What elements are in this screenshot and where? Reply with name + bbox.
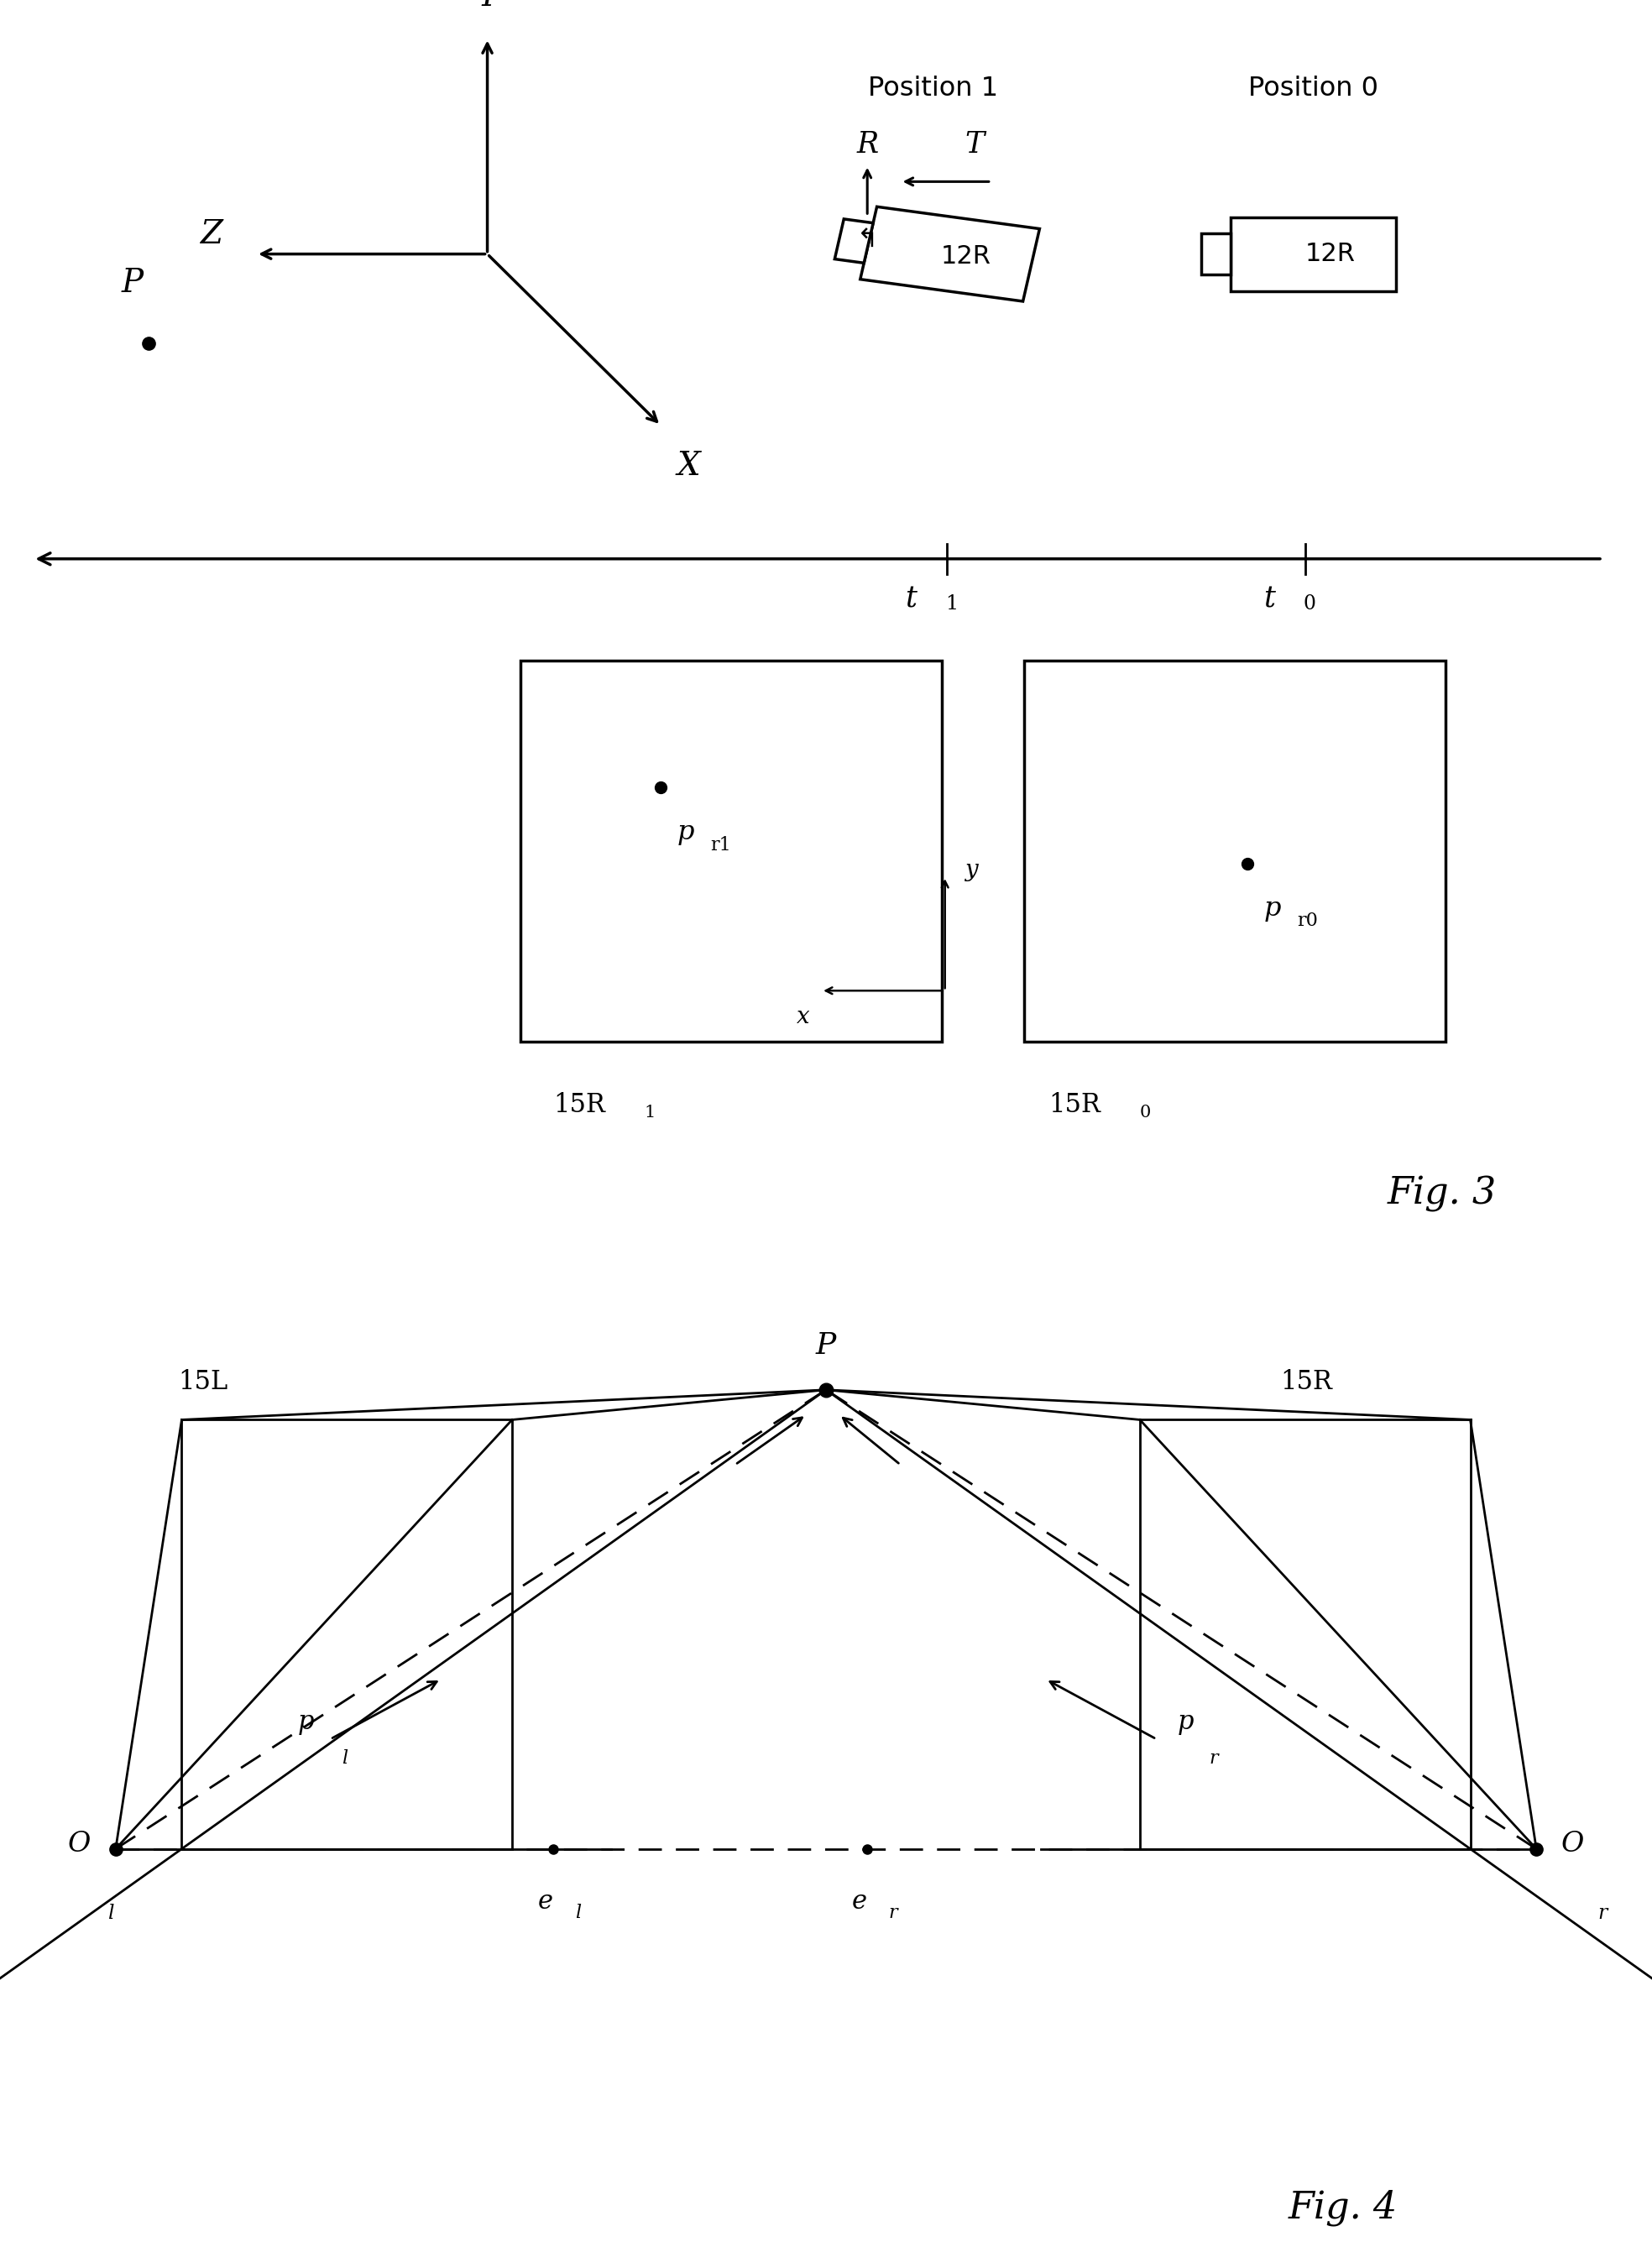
Text: ↰: ↰ — [857, 229, 877, 254]
Bar — [1231, 218, 1396, 290]
Text: Y: Y — [476, 0, 499, 14]
Text: l: l — [342, 1749, 349, 1767]
Text: 12R: 12R — [1305, 243, 1355, 265]
Text: p: p — [677, 819, 694, 846]
Text: Position 0: Position 0 — [1249, 75, 1378, 102]
Text: Position 1: Position 1 — [869, 75, 998, 102]
Text: X: X — [677, 451, 700, 481]
Text: e: e — [537, 1889, 553, 1914]
Text: R: R — [856, 129, 879, 159]
Text: r: r — [889, 1903, 897, 1923]
Text: r1: r1 — [710, 835, 732, 855]
Text: 15L: 15L — [178, 1370, 228, 1395]
Text: 1: 1 — [644, 1105, 656, 1120]
Text: l: l — [575, 1903, 582, 1923]
Text: P: P — [816, 1331, 836, 1361]
Text: 15R: 15R — [553, 1093, 605, 1118]
Text: 0: 0 — [1140, 1105, 1151, 1120]
Text: P: P — [121, 268, 144, 299]
Bar — [520, 660, 942, 1041]
Text: Fig. 4: Fig. 4 — [1289, 2191, 1398, 2227]
Bar — [1024, 660, 1446, 1041]
Text: 0: 0 — [1303, 594, 1317, 615]
Text: 12R: 12R — [942, 245, 991, 268]
Text: p: p — [297, 1710, 314, 1735]
Text: O: O — [1561, 1830, 1584, 1857]
Text: T: T — [965, 129, 985, 159]
Text: r: r — [1597, 1903, 1607, 1923]
Text: y: y — [965, 860, 978, 882]
Bar — [834, 220, 874, 263]
Text: 1: 1 — [945, 594, 958, 615]
Text: e: e — [851, 1889, 867, 1914]
Text: x: x — [796, 1007, 809, 1030]
Text: l: l — [107, 1903, 114, 1923]
Text: p: p — [1264, 896, 1280, 921]
Bar — [1201, 234, 1231, 274]
Text: r0: r0 — [1297, 912, 1318, 930]
Text: 15R: 15R — [1280, 1370, 1332, 1395]
Text: Fig. 3: Fig. 3 — [1388, 1175, 1497, 1211]
Text: 15R: 15R — [1049, 1093, 1100, 1118]
Text: r: r — [1209, 1749, 1218, 1767]
Text: t: t — [905, 585, 917, 612]
Text: t: t — [1264, 585, 1275, 612]
Text: O: O — [68, 1830, 91, 1857]
Bar — [861, 206, 1039, 302]
Text: p: p — [1178, 1710, 1194, 1735]
Text: Z: Z — [200, 220, 223, 249]
